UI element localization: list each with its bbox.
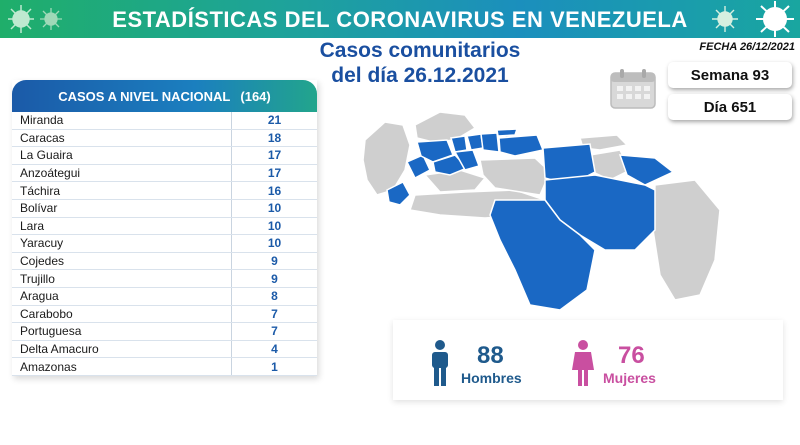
subtitle: Casos comunitarios del día 26.12.2021: [270, 38, 570, 88]
table-row: Táchira 16: [12, 182, 317, 200]
table-row: Amazonas 1: [12, 358, 317, 376]
men-count: 88: [477, 342, 504, 369]
map-region-miranda: [498, 134, 545, 157]
map-region-delta-amacuro: [618, 154, 675, 186]
map-region-aragua: [480, 132, 500, 153]
header-banner: ESTADÍSTICAS DEL CORONAVIRUS EN VENEZUEL…: [0, 0, 800, 38]
table-row: Carabobo 7: [12, 305, 317, 324]
table-row: Trujillo 9: [12, 270, 317, 288]
page-title: ESTADÍSTICAS DEL CORONAVIRUS EN VENEZUEL…: [112, 7, 688, 32]
map-region-esequibo: [652, 179, 721, 301]
map-region-portuguesa: [432, 154, 469, 176]
case-count: 8: [271, 289, 278, 304]
table-row: Caracas 18: [12, 129, 317, 148]
case-count: 17: [267, 148, 282, 163]
state-name: Lara: [12, 217, 232, 235]
women-count: 76: [618, 342, 645, 369]
virus-icon: [8, 5, 34, 33]
state-name: Aragua: [12, 287, 232, 305]
state-name: Amazonas: [12, 358, 232, 375]
state-name: Anzoátegui: [12, 164, 232, 182]
women-label: Mujeres: [603, 370, 656, 386]
case-count: 10: [267, 236, 282, 251]
week-badge: Semana 93: [668, 62, 792, 88]
table-row: La Guaira 17: [12, 147, 317, 165]
state-name: La Guaira: [12, 147, 232, 164]
case-count: 9: [271, 254, 278, 269]
state-name: Bolívar: [12, 199, 232, 217]
case-count: 4: [271, 342, 278, 357]
men-label: Hombres: [461, 370, 522, 386]
state-name: Carabobo: [12, 305, 232, 323]
table-header-total: (164): [240, 88, 271, 104]
subtitle-line2: del día 26.12.2021: [331, 64, 509, 87]
date-label: FECHA 26/12/2021: [699, 41, 795, 53]
subtitle-line1: Casos comunitarios: [319, 39, 521, 62]
case-count: 7: [271, 306, 278, 321]
man-icon: [432, 340, 448, 386]
map-region-guarico: [479, 157, 551, 196]
table-header-label: CASOS A NIVEL NACIONAL: [58, 88, 231, 104]
state-name: Miranda: [12, 112, 232, 129]
map-region-amazonas: [489, 199, 596, 311]
state-name: Caracas: [12, 129, 232, 147]
case-count: 9: [271, 271, 278, 286]
day-badge: Día 651: [668, 94, 792, 120]
map-region-falcon: [414, 111, 477, 143]
state-name: Delta Amacuro: [12, 340, 232, 358]
case-count: 21: [267, 113, 282, 128]
state-name: Portuguesa: [12, 323, 232, 340]
map-region-tachira: [386, 181, 411, 206]
case-count: 18: [267, 130, 282, 145]
case-count: 10: [267, 218, 282, 233]
case-count: 1: [271, 359, 278, 374]
virus-icon: [712, 6, 738, 32]
table-row: Portuguesa 7: [12, 323, 317, 341]
state-name: Cojedes: [12, 252, 232, 270]
case-count: 7: [271, 324, 278, 339]
table-row: Miranda 21: [12, 112, 317, 130]
calendar-icon: [610, 69, 656, 109]
table-row: Delta Amacuro 4: [12, 340, 317, 359]
map-region-yaracuy: [450, 135, 468, 153]
case-count: 17: [267, 166, 282, 181]
virus-icon: [40, 8, 62, 30]
map-region-la-guaira: [496, 128, 519, 137]
table-row: Yaracuy 10: [12, 235, 317, 253]
table-row: Lara 10: [12, 217, 317, 236]
table-row: Cojedes 9: [12, 252, 317, 271]
cases-table: CASOS A NIVEL NACIONAL (164) Miranda 21 C…: [12, 80, 317, 376]
venezuela-map: [362, 111, 721, 311]
table-row: Anzoátegui 17: [12, 164, 317, 183]
case-count: 16: [267, 183, 282, 198]
map-region-trujillo: [405, 154, 431, 180]
map-region-cojedes: [453, 149, 480, 171]
state-name: Trujillo: [12, 270, 232, 287]
table-row: Aragua 8: [12, 287, 317, 306]
woman-icon: [572, 340, 594, 386]
gender-panel: 88 Hombres 76 Mujeres: [393, 320, 783, 400]
state-name: Táchira: [12, 182, 232, 199]
map-region-zulia: [362, 121, 411, 196]
virus-icon: [756, 1, 794, 37]
case-count: 10: [267, 201, 282, 216]
table-row: Bolívar 10: [12, 199, 317, 218]
table-header: CASOS A NIVEL NACIONAL (164): [12, 80, 317, 112]
state-name: Yaracuy: [12, 235, 232, 252]
table-body: Miranda 21 Caracas 18 La Guaira 17 Anzoáteg…: [12, 112, 317, 376]
